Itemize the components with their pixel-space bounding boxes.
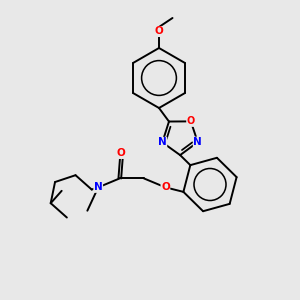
Text: O: O xyxy=(117,148,126,158)
Text: O: O xyxy=(154,26,164,37)
Text: O: O xyxy=(161,182,170,192)
Text: N: N xyxy=(94,182,103,192)
Text: N: N xyxy=(158,137,167,147)
Text: N: N xyxy=(194,137,202,147)
Text: O: O xyxy=(187,116,195,126)
